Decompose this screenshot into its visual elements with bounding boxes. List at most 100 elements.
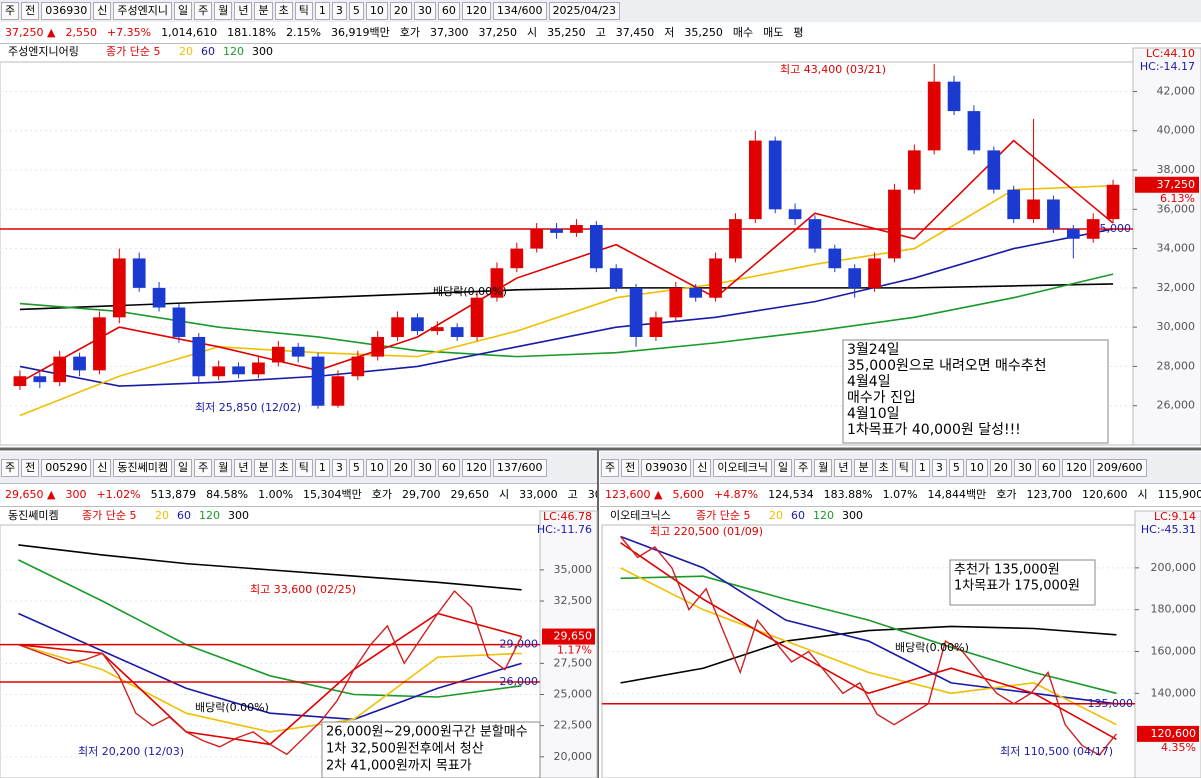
toolbar-button[interactable]: 10	[365, 2, 388, 20]
note-text: 1차목표가 175,000원	[954, 579, 1080, 594]
toolbar-button[interactable]: 1	[914, 458, 930, 477]
quote-field: 183.88%	[823, 488, 873, 501]
toolbar-button[interactable]: 60	[1037, 458, 1060, 477]
quote-field: 5,600	[672, 488, 704, 501]
toolbar-button[interactable]: 동진쎄미켐	[113, 458, 172, 477]
candle-body	[152, 287, 166, 308]
toolbar-button[interactable]: 주	[794, 458, 813, 477]
toolbar-button[interactable]: 3	[331, 458, 347, 477]
toolbar-button[interactable]: 1	[314, 458, 330, 477]
toolbar-button[interactable]: 주	[194, 2, 213, 20]
toolbar-button[interactable]: 일	[773, 458, 793, 477]
toolbar-button[interactable]: 10	[965, 458, 988, 477]
toolbar-button[interactable]: 036930	[41, 2, 92, 20]
candle-body	[848, 268, 862, 288]
toolbar-button[interactable]: 120	[461, 458, 491, 477]
toolbar: 주 전 005290 신 동진쎄미켐 일 주 월 년 분 초 틱 1 3 5 10 20 30 60 120 137/6…	[0, 452, 597, 484]
toolbar-button[interactable]: 년	[834, 458, 853, 477]
candle-body	[530, 228, 544, 249]
candle-body	[550, 228, 563, 233]
legend-entry: 종가 단순 5	[106, 45, 160, 58]
toolbar-button[interactable]: 120	[461, 2, 491, 20]
toolbar-button[interactable]: 년	[234, 2, 253, 20]
price-box	[1135, 176, 1199, 193]
toolbar-button[interactable]: 전	[621, 458, 640, 477]
toolbar-button[interactable]: 일	[173, 2, 193, 20]
toolbar-button[interactable]: 분	[254, 458, 273, 477]
toolbar-button[interactable]: 주	[601, 458, 620, 477]
quote-field: 고	[595, 25, 606, 39]
candle-body	[430, 327, 444, 332]
toolbar-button[interactable]: 30	[413, 2, 436, 20]
toolbar-button[interactable]: 30	[1013, 458, 1036, 477]
price-change: 4.35%	[1161, 741, 1196, 754]
toolbar-button[interactable]: 20	[389, 2, 412, 20]
candle-body	[450, 327, 464, 337]
toolbar-button[interactable]: 주	[1, 458, 20, 477]
toolbar-button[interactable]: 일	[173, 458, 193, 477]
price-box	[1137, 725, 1199, 742]
candle-body	[868, 258, 881, 288]
toolbar-button[interactable]: 039030	[641, 458, 692, 477]
quote-field: 1.00%	[258, 488, 294, 501]
quote-row: 37,250 ▲ 2,550 +7.35% 1,014,610 181.18% 2.15%…	[0, 22, 1201, 44]
toolbar-button[interactable]: 신	[693, 458, 712, 477]
y-tick-label: 30,000	[1157, 320, 1196, 333]
toolbar-button[interactable]: 3	[331, 2, 347, 20]
toolbar-button[interactable]: 2025/04/23	[548, 2, 620, 20]
toolbar-button[interactable]: 30	[413, 458, 436, 477]
toolbar-button[interactable]: 209/600	[1092, 458, 1147, 477]
candle-body	[13, 376, 27, 387]
toolbar-button[interactable]: 20	[389, 458, 412, 477]
toolbar-button[interactable]: 134/600	[492, 2, 547, 20]
toolbar-button[interactable]: 년	[234, 458, 253, 477]
toolbar-button[interactable]: 전	[21, 2, 40, 20]
candle-body	[788, 209, 802, 220]
toolbar-button[interactable]: 분	[854, 458, 873, 477]
toolbar-button[interactable]: 분	[254, 2, 273, 20]
note-box	[842, 339, 1109, 444]
toolbar-button[interactable]: 이오테크닉	[713, 458, 772, 477]
toolbar-button[interactable]: 주	[194, 458, 213, 477]
toolbar-button[interactable]: 005290	[41, 458, 92, 477]
toolbar-button[interactable]: 10	[365, 458, 388, 477]
toolbar-button[interactable]: 5	[948, 458, 964, 477]
toolbar-button[interactable]: 60	[437, 458, 460, 477]
candle-body	[947, 81, 961, 112]
quote-field: 513,879	[150, 488, 197, 501]
toolbar-button[interactable]: 틱	[894, 458, 913, 477]
y-tick-label: 32,000	[1157, 281, 1196, 294]
toolbar-button[interactable]: 137/600	[492, 458, 547, 477]
toolbar-button[interactable]: 월	[814, 458, 833, 477]
toolbar-button[interactable]: 전	[21, 458, 40, 477]
toolbar-button[interactable]: 월	[214, 2, 233, 20]
toolbar-button[interactable]: 60	[437, 2, 460, 20]
toolbar-button[interactable]: 5	[348, 458, 364, 477]
candle-body	[73, 356, 86, 371]
axis-area	[1132, 47, 1201, 446]
price-box	[542, 628, 595, 645]
quote-field: 2,550	[65, 25, 97, 39]
toolbar-button[interactable]: 주	[1, 2, 20, 20]
ma-line	[19, 228, 1114, 387]
toolbar-button[interactable]: 5	[348, 2, 364, 20]
toolbar-button[interactable]: 틱	[294, 2, 313, 20]
toolbar-button[interactable]: 초	[274, 458, 293, 477]
note-box	[949, 559, 1096, 606]
toolbar-button[interactable]: 3	[931, 458, 947, 477]
toolbar-button[interactable]: 주성엔지니	[113, 2, 172, 20]
ma-line	[620, 575, 1117, 695]
candle-body	[351, 356, 365, 377]
toolbar-button[interactable]: 신	[93, 2, 112, 20]
toolbar-button[interactable]: 월	[214, 458, 233, 477]
toolbar-button[interactable]: 120	[1061, 458, 1091, 477]
toolbar-button[interactable]: 20	[989, 458, 1012, 477]
quote-field: 300	[65, 488, 87, 501]
toolbar-button[interactable]: 틱	[294, 458, 313, 477]
toolbar-button[interactable]: 신	[93, 458, 112, 477]
legend-entry: 20	[179, 45, 193, 58]
legend-entry: 종가 단순 5	[82, 509, 136, 522]
toolbar-button[interactable]: 초	[274, 2, 293, 20]
toolbar-button[interactable]: 1	[314, 2, 330, 20]
toolbar-button[interactable]: 초	[874, 458, 893, 477]
